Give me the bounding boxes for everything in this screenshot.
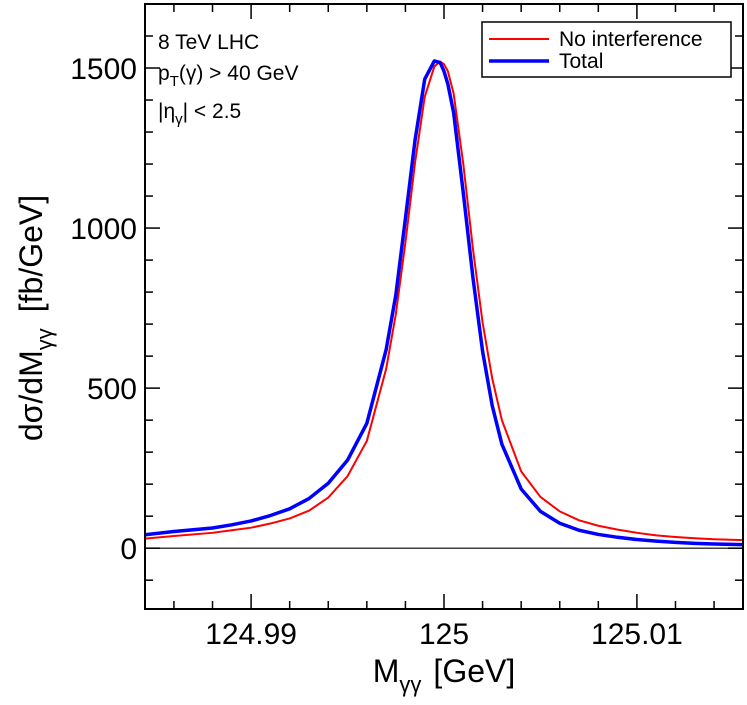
tick-labels: 0 500 1000 1500 124.99 125 125.01	[70, 53, 683, 651]
series-line-total	[144, 59, 744, 547]
x-tick-label: 124.99	[205, 618, 297, 651]
plot-frame	[144, 3, 744, 610]
legend: No interference Total	[481, 21, 732, 78]
legend-box	[481, 21, 732, 78]
x-tick-label: 125.01	[591, 618, 683, 651]
plot-area	[144, 3, 744, 610]
series-line-no-interference	[144, 60, 744, 542]
legend-label-total: Total	[559, 50, 603, 73]
x-tick-label: 125	[419, 618, 469, 651]
annotation-block: 8 TeV LHC pT(γ) > 40 GeV |ηγ| < 2.5	[158, 31, 299, 128]
y-tick-label: 0	[120, 533, 137, 566]
annotation-eta-cut: |ηγ| < 2.5	[158, 100, 241, 128]
y-tick-label: 500	[87, 373, 137, 406]
y-tick-label: 1000	[70, 213, 137, 246]
y-axis-title: dσ/dMγγ[fb/GeV]	[13, 195, 57, 441]
annotation-energy: 8 TeV LHC	[158, 31, 259, 54]
series-layer	[144, 59, 744, 547]
ticks-layer	[145, 4, 743, 609]
legend-label-no-interference: No interference	[559, 28, 703, 51]
annotation-pt-cut: pT(γ) > 40 GeV	[158, 62, 299, 90]
y-tick-label: 1500	[70, 53, 137, 86]
x-axis-title: Mγγ [GeV]	[373, 653, 515, 697]
